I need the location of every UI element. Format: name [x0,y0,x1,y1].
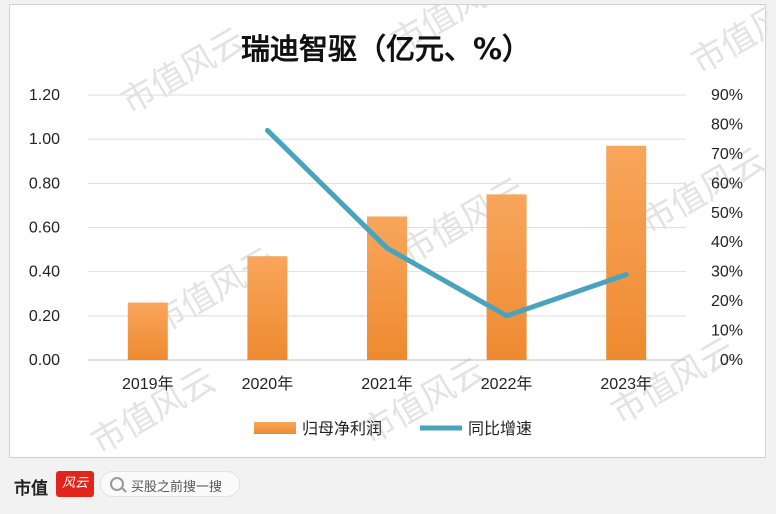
right-axis: 0% 10% 20% 30% 40% 50% 60% 70% 80% 90% [711,87,743,369]
x-axis: 2019年 2020年 2021年 2022年 2023年 [122,375,652,393]
right-tick-label: 50% [711,205,743,222]
right-tick-label: 80% [711,116,743,133]
right-tick-label: 30% [711,264,743,281]
chart-title: 瑞迪智驱（亿元、%） [241,32,531,66]
bar [606,145,647,360]
watermark-text: 市值风云 [115,20,253,123]
legend-label: 同比增速 [468,419,532,438]
brand-badge: 风云 [56,471,94,497]
footer-bar: 市值 风云 买股之前搜一搜 [0,462,776,508]
left-tick-label: 0.40 [29,264,60,281]
brand-logo-text: 市值 [14,479,48,499]
line-series [264,127,629,319]
right-tick-label: 60% [711,175,743,192]
bar [486,194,527,360]
left-tick-label: 0.20 [29,308,60,325]
search-icon [110,477,124,491]
x-tick-label: 2019年 [122,375,174,393]
left-axis: 0.00 0.20 0.40 0.60 0.80 1.00 1.20 [29,87,60,369]
bar [247,256,288,360]
right-tick-label: 10% [711,323,743,340]
left-tick-label: 0.60 [29,220,60,237]
x-tick-label: 2020年 [242,375,294,393]
watermark-text: 市值风云 [85,360,223,459]
right-tick-label: 90% [711,87,743,104]
bar [367,216,407,360]
bar-series [127,145,647,360]
left-tick-label: 1.00 [29,131,60,148]
right-tick-label: 70% [711,146,743,163]
legend: 归母净利润 同比增速 [254,419,532,438]
watermark-text: 市值风云 [685,5,768,83]
growth-line [264,127,629,319]
search-placeholder: 买股之前搜一搜 [131,480,223,495]
legend-swatch-bar [254,422,296,434]
x-tick-label: 2022年 [481,375,533,393]
x-tick-label: 2021年 [361,375,413,393]
left-tick-label: 0.00 [29,352,60,369]
search-box[interactable]: 买股之前搜一搜 [100,471,240,497]
chart-panel: 市值风云 市值风云 市值风云 市值风云 市值风云 市值风云 市值风云 市值风云 市值风云 瑞迪智… [9,4,768,459]
legend-label: 归母净利润 [302,419,382,438]
bar [127,302,168,360]
right-tick-label: 40% [711,234,743,251]
right-tick-label: 20% [711,293,743,310]
x-tick-label: 2023年 [600,375,652,393]
left-tick-label: 0.80 [29,175,60,192]
left-tick-label: 1.20 [29,87,60,104]
right-tick-label: 0% [720,352,743,369]
